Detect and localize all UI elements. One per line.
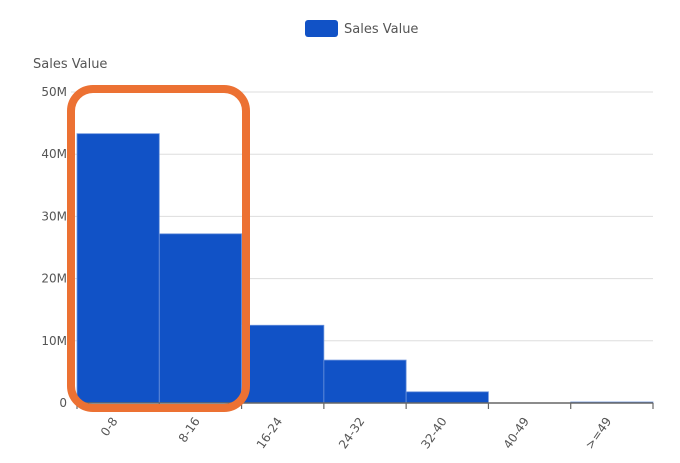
legend-swatch [305,20,338,37]
bar-24-32[interactable] [323,359,407,404]
x-tick-label: 40-49 [501,415,532,452]
legend-label: Sales Value [344,22,418,37]
y-tick-label: 20M [41,272,67,286]
bar-32-40[interactable] [405,391,489,404]
x-axis [76,402,654,409]
x-tick-label: 16-24 [254,415,285,452]
y-tick-label: 30M [41,209,67,223]
bars [76,133,654,404]
x-tick-label: >=49 [583,415,615,452]
x-tick-label: 0-8 [98,415,121,439]
y-tick-label: 50M [41,85,67,99]
x-tick-label: 24-32 [336,415,367,452]
x-tick-label: 32-40 [418,415,449,452]
bar-16-24[interactable] [241,324,325,404]
x-tick-label: 8-16 [176,415,203,445]
legend[interactable]: Sales Value [305,20,418,37]
y-tick-label: 40M [41,147,67,161]
bar-8-16[interactable] [158,233,242,404]
y-axis-ticks: 0 10M 20M 30M 40M 50M [41,85,67,410]
y-tick-label: 0 [59,396,67,410]
bar-0-8[interactable] [76,133,160,404]
y-tick-label: 10M [41,334,67,348]
x-axis-labels: 0-8 8-16 16-24 24-32 32-40 40-49 >=49 [98,415,614,452]
y-axis-title: Sales Value [33,57,107,72]
highlight-box [67,85,250,412]
